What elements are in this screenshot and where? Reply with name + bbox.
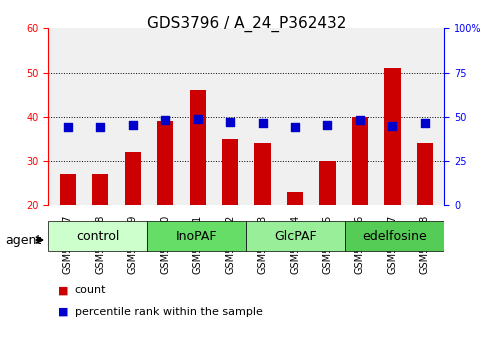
FancyBboxPatch shape bbox=[345, 221, 444, 251]
Bar bbox=[352, 117, 368, 205]
Point bbox=[129, 122, 137, 128]
Bar bbox=[92, 175, 108, 205]
Point bbox=[291, 125, 299, 130]
FancyBboxPatch shape bbox=[147, 221, 246, 251]
Text: control: control bbox=[76, 230, 119, 243]
Text: edelfosine: edelfosine bbox=[362, 230, 427, 243]
Point bbox=[226, 119, 234, 125]
Bar bbox=[125, 152, 141, 205]
Bar bbox=[319, 161, 336, 205]
Text: ■: ■ bbox=[58, 307, 69, 316]
Text: GlcPAF: GlcPAF bbox=[274, 230, 317, 243]
Bar bbox=[417, 143, 433, 205]
Text: GDS3796 / A_24_P362432: GDS3796 / A_24_P362432 bbox=[147, 16, 346, 32]
Text: InoPAF: InoPAF bbox=[176, 230, 217, 243]
Text: ■: ■ bbox=[58, 285, 69, 295]
Bar bbox=[157, 121, 173, 205]
FancyBboxPatch shape bbox=[246, 221, 345, 251]
Text: agent: agent bbox=[5, 234, 41, 246]
Bar bbox=[189, 90, 206, 205]
Point bbox=[161, 118, 169, 123]
Point bbox=[64, 125, 71, 130]
Bar bbox=[287, 192, 303, 205]
Bar bbox=[222, 139, 238, 205]
Text: percentile rank within the sample: percentile rank within the sample bbox=[75, 307, 263, 316]
Bar bbox=[60, 175, 76, 205]
Point bbox=[259, 120, 267, 126]
Point bbox=[97, 125, 104, 130]
Point bbox=[421, 120, 429, 126]
Point bbox=[194, 116, 201, 121]
Point bbox=[324, 122, 331, 128]
Bar bbox=[384, 68, 400, 205]
Point bbox=[356, 118, 364, 123]
Point bbox=[388, 123, 396, 129]
Bar bbox=[255, 143, 270, 205]
Text: count: count bbox=[75, 285, 106, 295]
FancyBboxPatch shape bbox=[48, 221, 147, 251]
